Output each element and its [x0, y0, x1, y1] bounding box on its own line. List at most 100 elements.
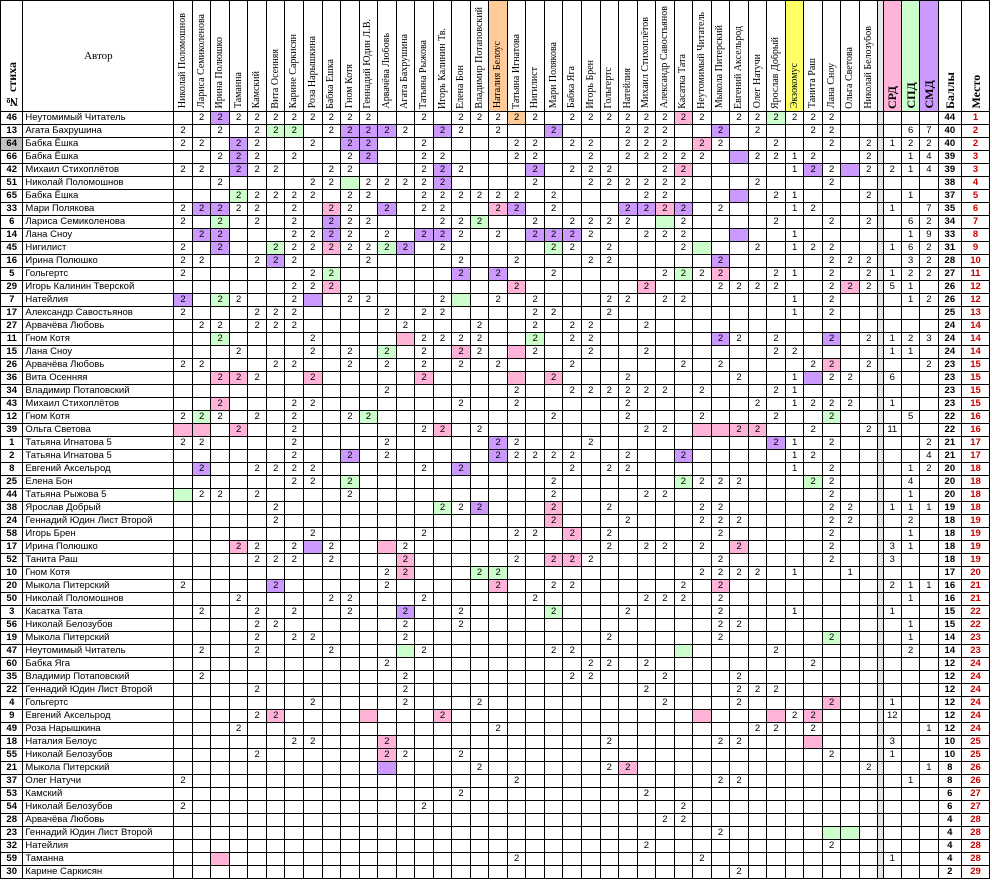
judge-score-cell — [432, 761, 453, 775]
judge-score-cell — [228, 774, 249, 788]
author-name: Геннадий Юдин Лист Второй — [22, 683, 175, 697]
judge-score-cell — [247, 735, 267, 749]
judge-score-cell: 1 — [784, 163, 805, 177]
judge-score-cell — [580, 592, 601, 606]
judge-score-cell — [580, 618, 601, 632]
judge-score-cell: 2 — [729, 683, 749, 697]
judge-score-cell — [803, 436, 823, 450]
judge-score-cell — [432, 267, 453, 281]
judge-score-cell — [210, 566, 230, 580]
table-row: 47 Неутомимый Читатель 2 2 2 2 2 2 2 2 14 23 — [0, 644, 990, 658]
judge-score-cell — [340, 566, 360, 580]
judge-score-cell — [228, 579, 249, 593]
place-cell: 10 — [961, 254, 990, 268]
poem-number: 55 — [0, 748, 24, 762]
judge-score-cell: 2 — [247, 709, 267, 723]
judge-score-cell — [395, 358, 416, 372]
judge-score-cell — [284, 332, 305, 346]
judge-score-cell: 2 — [414, 150, 434, 164]
judge-score-cell: 2 — [543, 501, 564, 515]
table-row: 55 Николай Белозубов 2 2 2 2 2 1 10 25 — [0, 748, 990, 762]
judge-score-cell — [803, 618, 823, 632]
judge-score-cell — [562, 280, 582, 294]
judge-score-cell: 2 — [599, 384, 620, 398]
poem-number: 50 — [0, 592, 24, 606]
judge-score-cell — [377, 475, 397, 489]
judge-score-cell — [747, 163, 768, 177]
judge-score-cell — [692, 579, 712, 593]
judge-score-cell: 2 — [265, 514, 286, 528]
judge-score-cell — [488, 397, 508, 411]
author-name: Мыкола Питерский — [22, 579, 175, 593]
judge-score-cell — [803, 592, 823, 606]
judge-score-cell — [543, 397, 564, 411]
judge-score-cell: 2 — [506, 202, 527, 216]
judge-score-cell — [618, 332, 638, 346]
judge-score-cell — [673, 384, 694, 398]
judge-score-cell: 2 — [636, 111, 657, 125]
judge-score-cell — [432, 462, 453, 476]
judge-score-cell — [858, 774, 879, 788]
judge-score-cell: 2 — [247, 410, 267, 424]
judge-score-cell — [210, 436, 230, 450]
judge-score-cell — [692, 280, 712, 294]
judge-score-cell — [580, 735, 601, 749]
judge-score-cell — [432, 371, 453, 385]
judge-score-cell — [265, 722, 286, 736]
judge-score-cell: 2 — [377, 384, 397, 398]
judge-score-cell: 2 — [321, 553, 342, 567]
table-row: 32 Натейлия 2 2 4 28 — [0, 839, 990, 853]
judge-score-cell — [673, 748, 694, 762]
judge-score-cell — [747, 709, 768, 723]
judge-score-cell — [729, 306, 749, 320]
judge-score-cell: 2 — [636, 228, 657, 242]
judge-score-cell — [858, 748, 879, 762]
judge-score-cell: 2 — [580, 319, 601, 333]
judge-score-cell — [840, 774, 860, 788]
table-row: 46 Неутомимый Читатель 2 2 2 2 2 2 2 2 2 2 2 2 2 2 2 2 2 2 2… — [0, 111, 990, 125]
judge-score-cell — [191, 631, 212, 645]
judge-score-cell: 2 — [580, 436, 601, 450]
judge-score-cell: 2 — [543, 475, 564, 489]
judge-score-cell — [303, 124, 323, 138]
judge-score-cell — [747, 852, 768, 866]
judge-score-cell — [747, 800, 768, 814]
judge-score-cell: 2 — [636, 540, 657, 554]
judge-score-cell — [618, 774, 638, 788]
author-name: Вита Осенняя — [22, 371, 175, 385]
judge-score-cell: 2 — [284, 306, 305, 320]
judge-score-cell: 2 — [303, 345, 323, 359]
poem-number: 17 — [0, 306, 24, 320]
judge-score-cell — [840, 670, 860, 684]
judge-score-cell — [543, 111, 564, 125]
judge-score-cell — [747, 345, 768, 359]
judge-score-cell — [784, 423, 805, 437]
judge-score-cell — [562, 657, 582, 671]
judge-score-cell — [506, 215, 527, 229]
judge-score-cell — [784, 137, 805, 151]
judge-score-cell — [506, 683, 527, 697]
smd-cell: 2 — [919, 241, 939, 255]
judge-score-cell: 2 — [821, 514, 842, 528]
judge-score-cell — [747, 839, 768, 853]
judge-score-cell: 2 — [210, 228, 230, 242]
judge-score-cell — [729, 748, 749, 762]
judge-score-cell — [580, 800, 601, 814]
total-score: 17 — [937, 566, 963, 580]
judge-score-cell — [858, 813, 879, 827]
judge-score-cell — [858, 605, 879, 619]
judge-score-cell — [395, 306, 416, 320]
judge-score-cell: 2 — [821, 267, 842, 281]
judge-score-cell — [580, 488, 601, 502]
judge-score-cell — [377, 163, 397, 177]
judge-score-cell — [599, 592, 620, 606]
judge-score-cell — [858, 644, 879, 658]
poem-number: 12 — [0, 410, 24, 424]
author-name: Натейлия — [22, 293, 175, 307]
judge-score-cell — [525, 696, 545, 710]
judge-score-cell: 2 — [377, 176, 397, 190]
judge-score-cell — [228, 254, 249, 268]
srd-cell — [882, 111, 902, 125]
judge-score-cell: 2 — [247, 540, 267, 554]
judge-score-cell — [451, 306, 471, 320]
